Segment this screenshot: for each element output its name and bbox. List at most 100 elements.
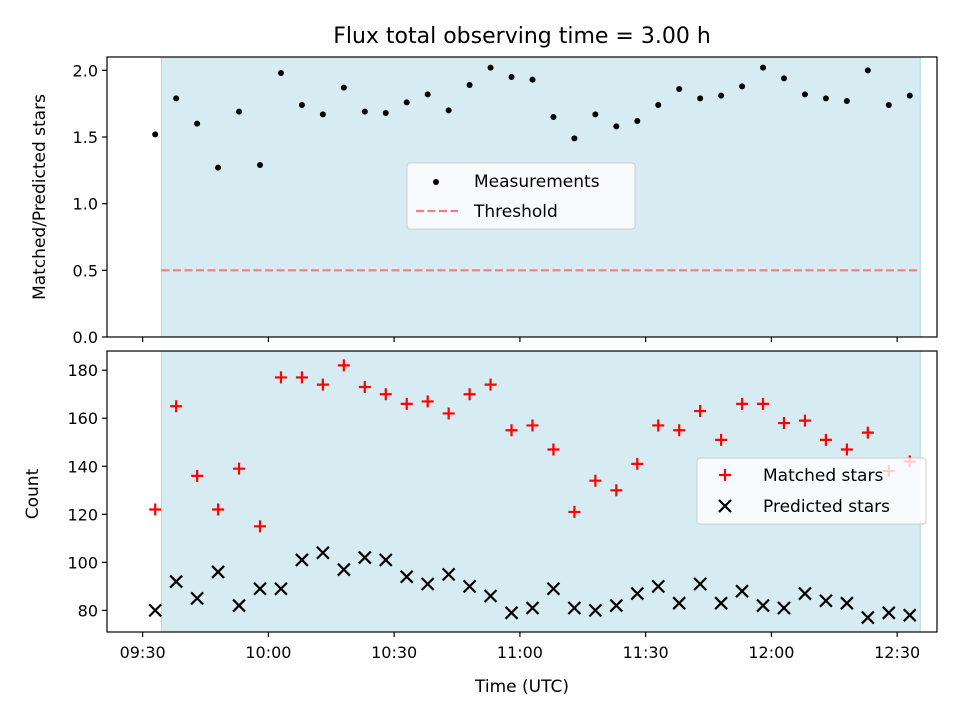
predicted-point <box>630 586 645 601</box>
measurement-point <box>257 162 264 168</box>
axes-frame-top <box>106 56 938 338</box>
measurement-point <box>445 107 452 114</box>
measurement-point <box>906 92 913 99</box>
matched-point <box>191 469 204 482</box>
bottom-panel: 80 100 120 140 160 180 09:30 10:00 10:30 11:00 11:… <box>67 350 938 662</box>
measurement-point <box>403 99 410 106</box>
measurement-point <box>340 84 347 91</box>
measurement-point <box>173 95 180 102</box>
top-panel: 0.0 0.5 1.0 1.5 2.0 Measurements Threshold <box>73 56 938 347</box>
measurement-point <box>424 91 431 98</box>
y-tick-label-top: 1.0 <box>73 195 98 214</box>
y-tick-label-bottom: 100 <box>67 553 98 572</box>
matched-point <box>274 371 287 384</box>
measurement-point <box>697 95 704 102</box>
matched-point <box>568 505 581 518</box>
x-axis-label: Time (UTC) <box>474 677 569 697</box>
measurement-point <box>676 86 683 92</box>
predicted-point <box>169 574 183 589</box>
y-tick-label-bottom: 180 <box>67 361 98 380</box>
legend-frame <box>696 457 927 525</box>
predicted-point <box>190 591 204 606</box>
predicted-point <box>693 577 707 591</box>
y-tick-label-bottom: 160 <box>67 409 98 428</box>
measurement-point <box>592 111 599 118</box>
predicted-point <box>358 550 372 565</box>
measurement-point <box>152 131 159 138</box>
matched-point <box>254 520 267 533</box>
measurement-point <box>382 110 389 116</box>
predicted-point <box>378 553 393 567</box>
y-tick-label-top: 1.5 <box>73 128 98 147</box>
matched-point <box>840 443 853 456</box>
predicted-point <box>567 601 582 615</box>
predicted-point <box>588 603 603 618</box>
y-axis-label-bottom: Count <box>23 468 43 519</box>
legend-label-matched: Matched stars <box>763 466 883 486</box>
y-tick-label-bottom: 120 <box>67 505 98 524</box>
measurement-point <box>655 102 662 108</box>
measurement-point <box>822 95 829 102</box>
predicted-point <box>253 581 267 596</box>
matched-point <box>233 462 246 475</box>
y-tick-label-top: 0.0 <box>73 328 98 347</box>
chart-title: Flux total observing time = 3.00 h <box>333 24 711 49</box>
matched-point <box>757 397 770 410</box>
measurement-point <box>529 76 536 83</box>
predicted-point <box>735 584 749 598</box>
predicted-point <box>441 567 456 582</box>
matched-point <box>547 443 560 456</box>
measurement-point <box>571 135 578 142</box>
matched-point <box>442 407 455 420</box>
measurement-point <box>215 164 222 171</box>
predicted-point <box>399 569 414 584</box>
matched-point <box>149 503 162 516</box>
predicted-point <box>504 606 519 620</box>
predicted-point <box>798 586 812 601</box>
matched-point <box>819 433 832 446</box>
predicted-point <box>756 598 770 613</box>
matched-point <box>652 419 665 432</box>
predicted-point <box>714 596 728 610</box>
predicted-point <box>819 594 833 608</box>
predicted-point <box>777 601 791 615</box>
x-tick-label: 10:30 <box>371 643 417 662</box>
measurement-point <box>885 102 892 108</box>
legend-marker-predicted <box>718 499 732 513</box>
measurement-point <box>466 82 473 88</box>
legend-label-measurements: Measurements <box>474 172 600 192</box>
matched-point <box>777 417 790 430</box>
y-axis-label-top: Matched/Predicted stars <box>30 94 50 300</box>
measurement-point <box>843 98 850 104</box>
predicted-point <box>525 601 540 615</box>
predicted-point <box>462 579 477 594</box>
matched-point <box>861 426 874 439</box>
legend-marker-measurements <box>433 179 439 185</box>
matched-point <box>400 397 413 410</box>
y-tick-label-top: 2.0 <box>73 61 98 80</box>
predicted-point <box>295 553 309 567</box>
matched-point <box>526 419 539 432</box>
y-tick-label-bottom: 80 <box>78 601 98 620</box>
predicted-point <box>316 545 330 560</box>
matched-point <box>358 381 371 394</box>
legend-label-threshold: Threshold <box>473 202 558 222</box>
x-tick-label: 11:30 <box>623 643 669 662</box>
measurement-point <box>801 91 808 98</box>
axes-frame-bottom <box>106 350 938 633</box>
x-tick-label: 12:00 <box>748 643 794 662</box>
measurement-point <box>487 64 494 71</box>
matched-point <box>337 359 350 372</box>
predicted-point <box>882 606 896 620</box>
measurement-point <box>550 114 557 120</box>
matched-point <box>694 405 707 418</box>
y-tick-label-bottom: 140 <box>67 457 98 476</box>
measurement-point <box>864 67 871 74</box>
predicted-point <box>232 598 246 613</box>
matched-point <box>715 433 728 446</box>
measurement-point <box>361 108 368 115</box>
matched-point <box>170 400 183 413</box>
measurement-point <box>319 111 326 118</box>
predicted-point <box>148 603 162 618</box>
measurement-point <box>718 92 725 99</box>
